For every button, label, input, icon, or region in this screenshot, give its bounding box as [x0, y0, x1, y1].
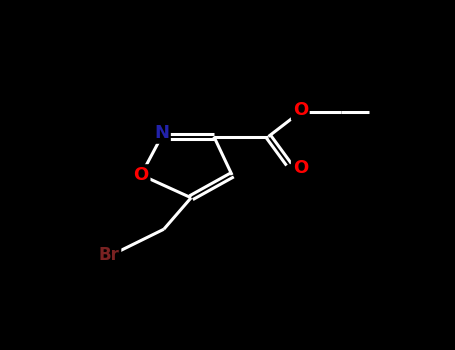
Text: Br: Br [99, 246, 120, 265]
Text: O: O [133, 166, 149, 184]
Text: O: O [293, 159, 308, 177]
Text: O: O [293, 101, 308, 119]
Text: N: N [154, 124, 169, 142]
